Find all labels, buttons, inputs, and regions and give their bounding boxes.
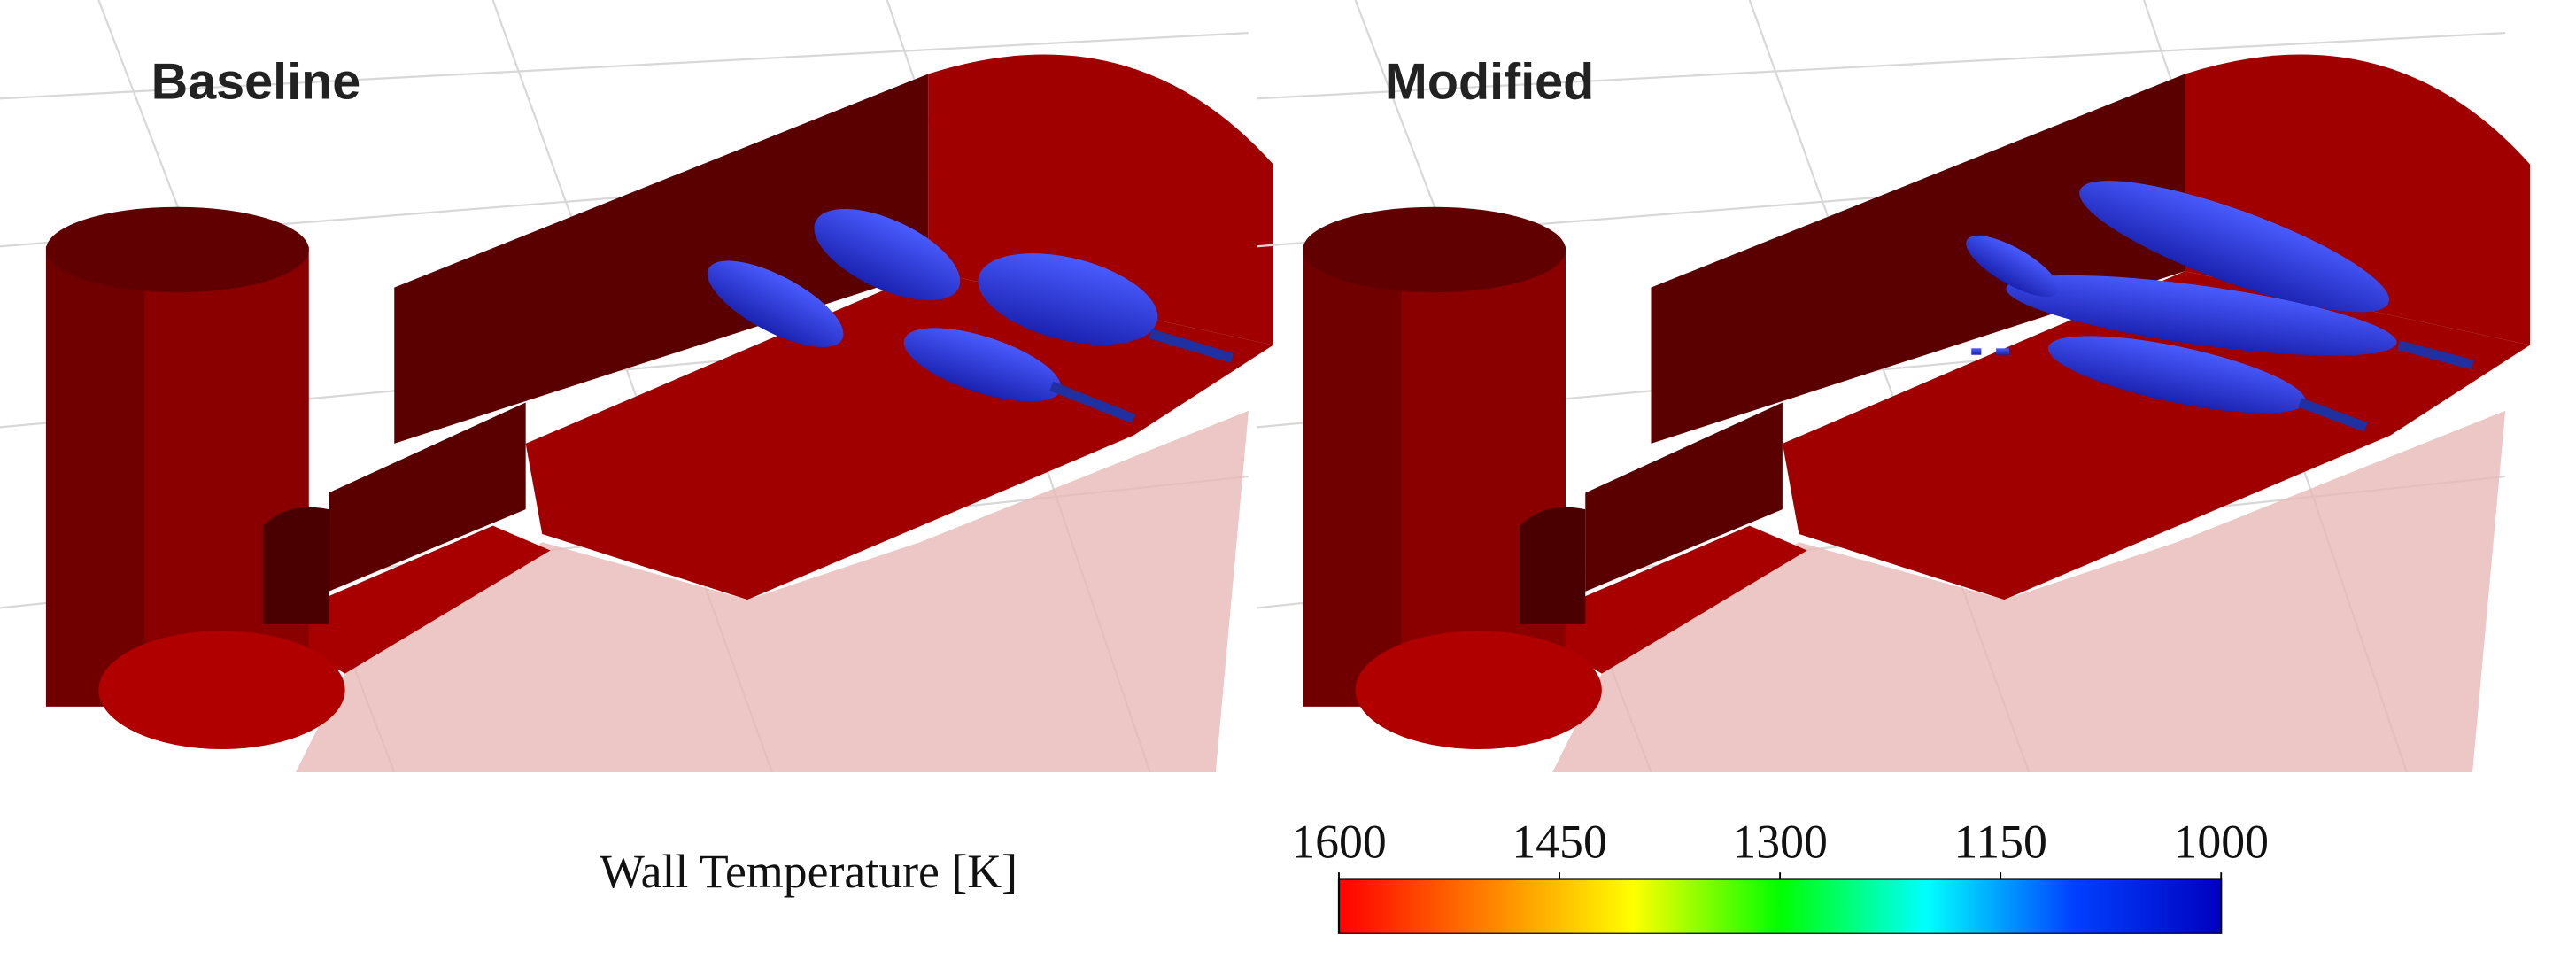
panel-title: Baseline [151, 53, 361, 110]
colorbar-tick-label: 1150 [1953, 815, 2047, 868]
figure-body: Baseline Modified Wall Temperature [K] 1… [0, 0, 2532, 934]
colorbar-label: Wall Temperature [K] [600, 845, 1017, 898]
colorbar-tick-label: 1300 [1732, 815, 1828, 868]
colorbar-tick-label: 1600 [1291, 815, 1387, 868]
flame-blobs [1966, 181, 2474, 432]
colorbar-tick-label: 1000 [2173, 815, 2269, 868]
colorbar-fill [1337, 878, 2223, 934]
colorbar: 1600 1450 1300 1150 1000 [1291, 815, 2269, 934]
colorbar-tick-label: 1450 [1512, 815, 1607, 868]
panel-title: Modified [1385, 53, 1594, 110]
flame-blobs [707, 208, 1234, 424]
